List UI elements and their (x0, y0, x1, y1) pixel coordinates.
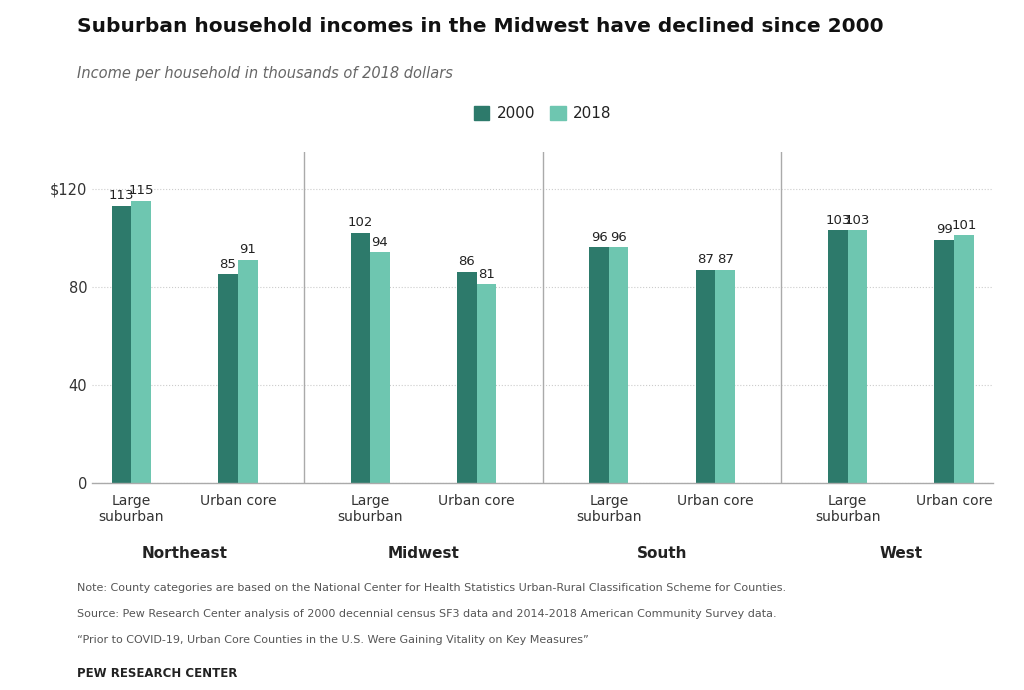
Text: 94: 94 (372, 236, 388, 248)
Bar (131, 201, 152, 483)
Text: “Prior to COVID-19, Urban Core Counties in the U.S. Were Gaining Vitality on Key: “Prior to COVID-19, Urban Core Counties … (77, 635, 589, 645)
Text: 101: 101 (951, 219, 977, 232)
Bar (934, 240, 954, 483)
Text: Northeast: Northeast (141, 546, 227, 560)
Bar (476, 284, 497, 483)
Bar (848, 230, 867, 483)
Text: 86: 86 (459, 255, 475, 268)
Text: 81: 81 (478, 268, 495, 281)
Text: Source: Pew Research Center analysis of 2000 decennial census SF3 data and 2014-: Source: Pew Research Center analysis of … (77, 609, 776, 619)
Text: 85: 85 (219, 258, 237, 270)
Bar (716, 270, 735, 483)
Bar (609, 248, 629, 483)
Bar (828, 230, 848, 483)
Text: Income per household in thousands of 2018 dollars: Income per household in thousands of 201… (77, 66, 453, 81)
Text: 103: 103 (845, 214, 870, 226)
Text: 115: 115 (128, 184, 154, 197)
Text: 99: 99 (936, 224, 952, 237)
Bar (695, 270, 716, 483)
Text: Midwest: Midwest (387, 546, 460, 560)
Bar (350, 233, 370, 483)
Bar (370, 253, 390, 483)
Text: Suburban household incomes in the Midwest have declined since 2000: Suburban household incomes in the Midwes… (77, 17, 884, 37)
Text: 96: 96 (591, 230, 607, 244)
Bar (218, 275, 238, 483)
Bar (954, 235, 974, 483)
Text: 87: 87 (717, 253, 733, 266)
Text: 96: 96 (610, 230, 627, 244)
Text: 102: 102 (347, 216, 373, 229)
Text: 91: 91 (240, 243, 256, 256)
Text: 87: 87 (697, 253, 714, 266)
Legend: 2000, 2018: 2000, 2018 (468, 100, 617, 127)
Bar (112, 206, 131, 483)
Text: West: West (880, 546, 923, 560)
Text: PEW RESEARCH CENTER: PEW RESEARCH CENTER (77, 667, 238, 680)
Bar (589, 248, 609, 483)
Text: Note: County categories are based on the National Center for Health Statistics U: Note: County categories are based on the… (77, 583, 786, 593)
Bar (238, 259, 257, 483)
Text: 113: 113 (109, 189, 134, 202)
Bar (457, 272, 476, 483)
Text: South: South (637, 546, 687, 560)
Text: 103: 103 (825, 214, 851, 226)
